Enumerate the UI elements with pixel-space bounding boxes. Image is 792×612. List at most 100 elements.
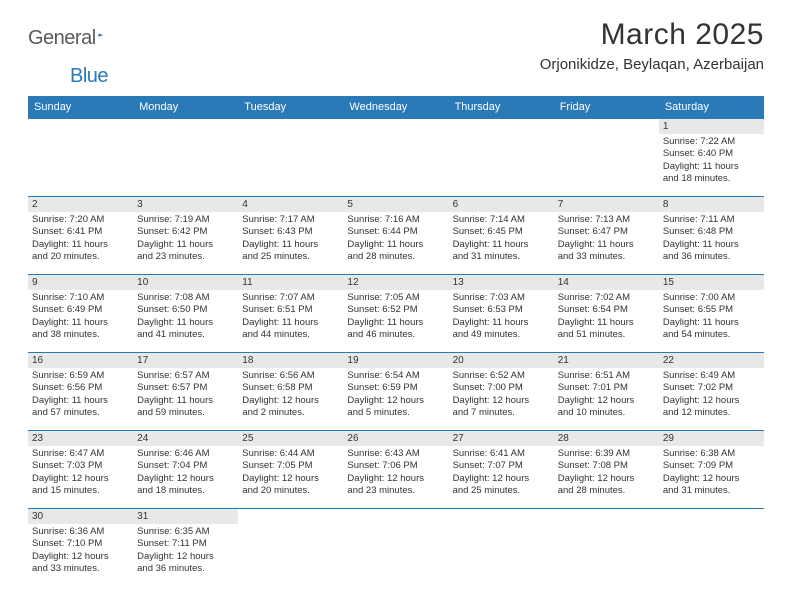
day-details: Sunrise: 6:44 AMSunset: 7:05 PMDaylight:… bbox=[238, 446, 343, 499]
day-number: 15 bbox=[659, 275, 764, 290]
day-details: Sunrise: 6:39 AMSunset: 7:08 PMDaylight:… bbox=[554, 446, 659, 499]
logo: General bbox=[28, 18, 124, 50]
calendar-table: SundayMondayTuesdayWednesdayThursdayFrid… bbox=[28, 96, 764, 587]
calendar-cell bbox=[133, 119, 238, 197]
calendar-cell bbox=[554, 119, 659, 197]
calendar-cell: 15Sunrise: 7:00 AMSunset: 6:55 PMDayligh… bbox=[659, 275, 764, 353]
calendar-cell: 17Sunrise: 6:57 AMSunset: 6:57 PMDayligh… bbox=[133, 353, 238, 431]
calendar-cell: 12Sunrise: 7:05 AMSunset: 6:52 PMDayligh… bbox=[343, 275, 448, 353]
calendar-row: 2Sunrise: 7:20 AMSunset: 6:41 PMDaylight… bbox=[28, 197, 764, 275]
calendar-cell: 28Sunrise: 6:39 AMSunset: 7:08 PMDayligh… bbox=[554, 431, 659, 509]
day-details: Sunrise: 7:22 AMSunset: 6:40 PMDaylight:… bbox=[659, 134, 764, 187]
day-details: Sunrise: 7:05 AMSunset: 6:52 PMDaylight:… bbox=[343, 290, 448, 343]
day-details: Sunrise: 6:56 AMSunset: 6:58 PMDaylight:… bbox=[238, 368, 343, 421]
day-details: Sunrise: 6:47 AMSunset: 7:03 PMDaylight:… bbox=[28, 446, 133, 499]
day-number: 25 bbox=[238, 431, 343, 446]
calendar-cell: 30Sunrise: 6:36 AMSunset: 7:10 PMDayligh… bbox=[28, 509, 133, 587]
weekday-header: Friday bbox=[554, 96, 659, 119]
day-number: 14 bbox=[554, 275, 659, 290]
day-number: 2 bbox=[28, 197, 133, 212]
calendar-cell bbox=[343, 509, 448, 587]
day-details: Sunrise: 6:52 AMSunset: 7:00 PMDaylight:… bbox=[449, 368, 554, 421]
logo-flag-icon bbox=[98, 26, 104, 44]
calendar-cell: 26Sunrise: 6:43 AMSunset: 7:06 PMDayligh… bbox=[343, 431, 448, 509]
day-number: 21 bbox=[554, 353, 659, 368]
calendar-cell: 6Sunrise: 7:14 AMSunset: 6:45 PMDaylight… bbox=[449, 197, 554, 275]
day-details: Sunrise: 6:35 AMSunset: 7:11 PMDaylight:… bbox=[133, 524, 238, 577]
day-number: 19 bbox=[343, 353, 448, 368]
calendar-cell: 19Sunrise: 6:54 AMSunset: 6:59 PMDayligh… bbox=[343, 353, 448, 431]
day-details: Sunrise: 7:03 AMSunset: 6:53 PMDaylight:… bbox=[449, 290, 554, 343]
calendar-cell: 8Sunrise: 7:11 AMSunset: 6:48 PMDaylight… bbox=[659, 197, 764, 275]
calendar-cell: 29Sunrise: 6:38 AMSunset: 7:09 PMDayligh… bbox=[659, 431, 764, 509]
calendar-cell: 7Sunrise: 7:13 AMSunset: 6:47 PMDaylight… bbox=[554, 197, 659, 275]
day-details: Sunrise: 6:49 AMSunset: 7:02 PMDaylight:… bbox=[659, 368, 764, 421]
calendar-cell bbox=[449, 119, 554, 197]
day-number: 8 bbox=[659, 197, 764, 212]
calendar-cell bbox=[238, 509, 343, 587]
calendar-cell: 9Sunrise: 7:10 AMSunset: 6:49 PMDaylight… bbox=[28, 275, 133, 353]
calendar-cell: 22Sunrise: 6:49 AMSunset: 7:02 PMDayligh… bbox=[659, 353, 764, 431]
day-number: 6 bbox=[449, 197, 554, 212]
weekday-header: Saturday bbox=[659, 96, 764, 119]
day-number: 3 bbox=[133, 197, 238, 212]
day-details: Sunrise: 7:02 AMSunset: 6:54 PMDaylight:… bbox=[554, 290, 659, 343]
month-title: March 2025 bbox=[540, 18, 764, 52]
calendar-cell: 1Sunrise: 7:22 AMSunset: 6:40 PMDaylight… bbox=[659, 119, 764, 197]
day-details: Sunrise: 6:59 AMSunset: 6:56 PMDaylight:… bbox=[28, 368, 133, 421]
calendar-cell bbox=[238, 119, 343, 197]
calendar-cell: 16Sunrise: 6:59 AMSunset: 6:56 PMDayligh… bbox=[28, 353, 133, 431]
calendar-cell: 21Sunrise: 6:51 AMSunset: 7:01 PMDayligh… bbox=[554, 353, 659, 431]
day-number: 18 bbox=[238, 353, 343, 368]
day-number: 12 bbox=[343, 275, 448, 290]
day-number: 22 bbox=[659, 353, 764, 368]
day-details: Sunrise: 6:41 AMSunset: 7:07 PMDaylight:… bbox=[449, 446, 554, 499]
weekday-header: Thursday bbox=[449, 96, 554, 119]
calendar-body: 1Sunrise: 7:22 AMSunset: 6:40 PMDaylight… bbox=[28, 119, 764, 587]
day-details: Sunrise: 6:46 AMSunset: 7:04 PMDaylight:… bbox=[133, 446, 238, 499]
calendar-cell bbox=[449, 509, 554, 587]
calendar-cell: 31Sunrise: 6:35 AMSunset: 7:11 PMDayligh… bbox=[133, 509, 238, 587]
day-details: Sunrise: 6:54 AMSunset: 6:59 PMDaylight:… bbox=[343, 368, 448, 421]
day-number: 5 bbox=[343, 197, 448, 212]
day-number: 4 bbox=[238, 197, 343, 212]
calendar-row: 16Sunrise: 6:59 AMSunset: 6:56 PMDayligh… bbox=[28, 353, 764, 431]
calendar-cell: 18Sunrise: 6:56 AMSunset: 6:58 PMDayligh… bbox=[238, 353, 343, 431]
calendar-cell: 20Sunrise: 6:52 AMSunset: 7:00 PMDayligh… bbox=[449, 353, 554, 431]
calendar-cell bbox=[343, 119, 448, 197]
weekday-header: Sunday bbox=[28, 96, 133, 119]
calendar-cell: 3Sunrise: 7:19 AMSunset: 6:42 PMDaylight… bbox=[133, 197, 238, 275]
day-details: Sunrise: 6:43 AMSunset: 7:06 PMDaylight:… bbox=[343, 446, 448, 499]
title-block: March 2025 Orjonikidze, Beylaqan, Azerba… bbox=[540, 18, 764, 73]
calendar-cell: 23Sunrise: 6:47 AMSunset: 7:03 PMDayligh… bbox=[28, 431, 133, 509]
day-details: Sunrise: 7:11 AMSunset: 6:48 PMDaylight:… bbox=[659, 212, 764, 265]
day-details: Sunrise: 7:10 AMSunset: 6:49 PMDaylight:… bbox=[28, 290, 133, 343]
day-number: 17 bbox=[133, 353, 238, 368]
day-number: 31 bbox=[133, 509, 238, 524]
weekday-header: Tuesday bbox=[238, 96, 343, 119]
calendar-cell: 4Sunrise: 7:17 AMSunset: 6:43 PMDaylight… bbox=[238, 197, 343, 275]
day-number: 16 bbox=[28, 353, 133, 368]
day-details: Sunrise: 6:38 AMSunset: 7:09 PMDaylight:… bbox=[659, 446, 764, 499]
calendar-row: 30Sunrise: 6:36 AMSunset: 7:10 PMDayligh… bbox=[28, 509, 764, 587]
day-details: Sunrise: 7:17 AMSunset: 6:43 PMDaylight:… bbox=[238, 212, 343, 265]
day-details: Sunrise: 6:57 AMSunset: 6:57 PMDaylight:… bbox=[133, 368, 238, 421]
calendar-cell: 5Sunrise: 7:16 AMSunset: 6:44 PMDaylight… bbox=[343, 197, 448, 275]
day-number: 29 bbox=[659, 431, 764, 446]
calendar-row: 9Sunrise: 7:10 AMSunset: 6:49 PMDaylight… bbox=[28, 275, 764, 353]
day-details: Sunrise: 7:13 AMSunset: 6:47 PMDaylight:… bbox=[554, 212, 659, 265]
day-number: 13 bbox=[449, 275, 554, 290]
day-details: Sunrise: 7:00 AMSunset: 6:55 PMDaylight:… bbox=[659, 290, 764, 343]
weekday-header: Wednesday bbox=[343, 96, 448, 119]
calendar-cell: 24Sunrise: 6:46 AMSunset: 7:04 PMDayligh… bbox=[133, 431, 238, 509]
calendar-cell: 13Sunrise: 7:03 AMSunset: 6:53 PMDayligh… bbox=[449, 275, 554, 353]
day-number: 24 bbox=[133, 431, 238, 446]
day-details: Sunrise: 7:16 AMSunset: 6:44 PMDaylight:… bbox=[343, 212, 448, 265]
day-number: 28 bbox=[554, 431, 659, 446]
day-details: Sunrise: 7:14 AMSunset: 6:45 PMDaylight:… bbox=[449, 212, 554, 265]
calendar-cell: 14Sunrise: 7:02 AMSunset: 6:54 PMDayligh… bbox=[554, 275, 659, 353]
calendar-row: 23Sunrise: 6:47 AMSunset: 7:03 PMDayligh… bbox=[28, 431, 764, 509]
weekday-header-row: SundayMondayTuesdayWednesdayThursdayFrid… bbox=[28, 96, 764, 119]
logo-text-blue: Blue bbox=[70, 65, 108, 88]
calendar-cell bbox=[28, 119, 133, 197]
